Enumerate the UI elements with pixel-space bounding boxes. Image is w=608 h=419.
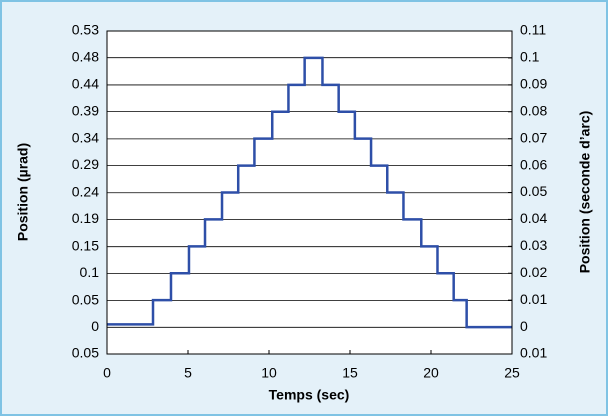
y2-tick-label: 0.01 (520, 291, 547, 307)
y-axis-label: Position (µrad) (15, 143, 31, 241)
y2-tick-label: 0.1 (520, 49, 540, 65)
y-tick-label: 0.53 (72, 22, 99, 38)
y2-tick-label: 0.11 (520, 22, 546, 38)
x-tick-label: 20 (423, 365, 439, 381)
y-tick-label: 0.1 (80, 264, 100, 280)
y-tick-label: 0.24 (72, 183, 99, 199)
chart: Temps (sec) Position (µrad) Position (se… (15, 22, 593, 403)
x-tick-label: 25 (504, 365, 520, 381)
x-tick-label: 15 (342, 365, 358, 381)
data-line (107, 56, 512, 329)
y2-tick-label: 0.08 (520, 102, 547, 118)
y2-tick-label: 0.03 (520, 237, 547, 253)
x-tick-label: 0 (103, 365, 111, 381)
x-tick-label: 5 (184, 365, 192, 381)
y-tick-label: 0.44 (72, 76, 99, 92)
y2-tick-label: 0 (520, 318, 528, 334)
y2-tick-label: 0.06 (520, 156, 547, 172)
plot-border (106, 30, 513, 355)
y-tick-label: 0.05 (72, 291, 99, 307)
y2-tick-label: 0.04 (520, 210, 547, 226)
y2-tick-label: 0.01 (520, 345, 547, 361)
y-tick-label: 0 (91, 318, 99, 334)
x-axis-label: Temps (sec) (269, 387, 350, 403)
y2-tick-label: 0.02 (520, 264, 547, 280)
y-tick-label: 0.19 (72, 210, 99, 226)
y-tick-label: 0.29 (72, 156, 99, 172)
y2-axis-label: Position (seconde d’arc) (577, 111, 593, 274)
y-tick-label: 0.15 (72, 237, 99, 253)
x-tick-label: 10 (261, 365, 277, 381)
y-tick-label: 0.48 (72, 48, 99, 64)
y2-tick-label: 0.09 (520, 76, 547, 92)
y2-tick-label: 0.05 (520, 183, 547, 199)
y2-tick-label: 0.07 (520, 129, 547, 145)
y-tick-label: 0.39 (72, 102, 99, 118)
y-tick-label: 0.05 (72, 345, 99, 361)
y-tick-label: 0.34 (72, 130, 99, 146)
